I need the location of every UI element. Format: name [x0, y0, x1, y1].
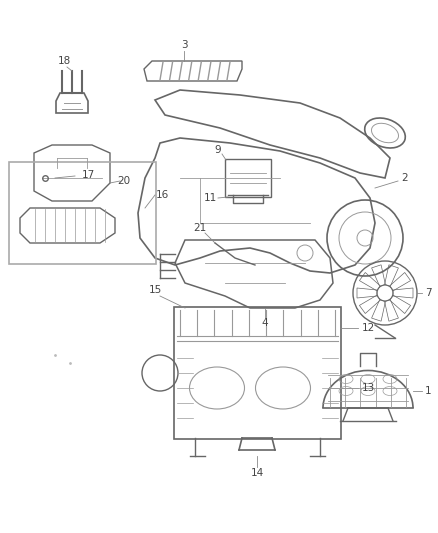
Text: 18: 18 [57, 56, 71, 66]
Text: 13: 13 [361, 383, 374, 393]
Text: 11: 11 [203, 193, 217, 203]
Text: 2: 2 [402, 173, 408, 183]
Text: 9: 9 [215, 145, 221, 155]
Text: 12: 12 [361, 323, 374, 333]
Text: 1: 1 [425, 386, 431, 396]
Text: 21: 21 [193, 223, 207, 233]
Text: 4: 4 [261, 318, 268, 328]
Text: 16: 16 [155, 190, 169, 200]
Text: 15: 15 [148, 285, 162, 295]
Text: 3: 3 [181, 40, 187, 50]
Text: 7: 7 [425, 288, 431, 298]
Text: 20: 20 [117, 176, 131, 186]
Text: 17: 17 [81, 170, 95, 180]
Text: 14: 14 [251, 468, 264, 478]
